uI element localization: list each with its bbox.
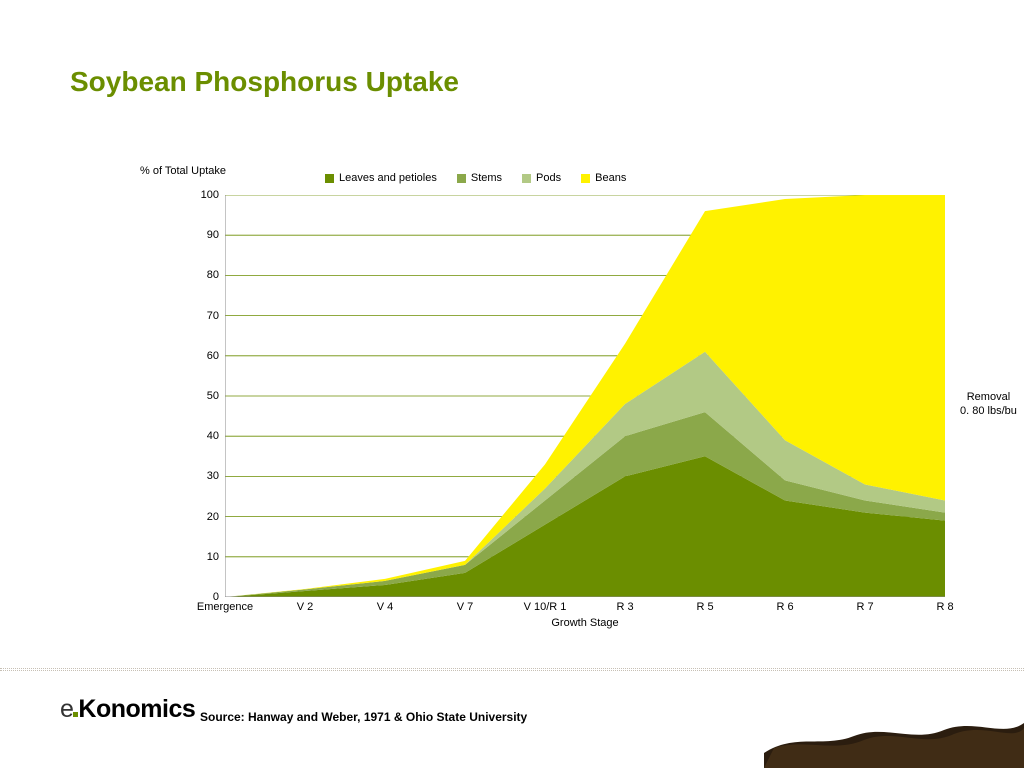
x-tick-label: V 2 <box>297 601 314 613</box>
x-axis-title: Growth Stage <box>225 617 945 629</box>
logo-e: e <box>60 695 73 723</box>
y-tick-label: 30 <box>207 470 219 482</box>
ekonomics-logo: eKonomics <box>60 695 195 724</box>
stacked-area-chart <box>225 195 945 597</box>
x-tick-label: R 8 <box>936 601 953 613</box>
soil-graphic-icon <box>764 698 1024 768</box>
legend-label: Pods <box>536 172 561 184</box>
y-tick-label: 70 <box>207 310 219 322</box>
legend-swatch-icon <box>325 174 334 183</box>
x-tick-label: R 7 <box>856 601 873 613</box>
footer-separator <box>0 668 1024 671</box>
y-tick-label: 80 <box>207 269 219 281</box>
legend-label: Stems <box>471 172 502 184</box>
page-title: Soybean Phosphorus Uptake <box>70 66 459 98</box>
x-tick-label: R 6 <box>776 601 793 613</box>
logo-bold: Konomics <box>78 695 195 723</box>
removal-annotation: Removal 0. 80 lbs/bu <box>960 390 1017 419</box>
y-tick-label: 90 <box>207 229 219 241</box>
x-tick-label: V 10/R 1 <box>524 601 567 613</box>
legend-label: Leaves and petioles <box>339 172 437 184</box>
y-tick-label: 10 <box>207 551 219 563</box>
y-tick-label: 100 <box>201 189 219 201</box>
y-tick-label: 60 <box>207 350 219 362</box>
chart-container: Leaves and petiolesStemsPodsBeans Growth… <box>225 195 945 597</box>
legend-swatch-icon <box>457 174 466 183</box>
slide-root: Soybean Phosphorus Uptake % of Total Upt… <box>0 0 1024 768</box>
legend-item: Stems <box>457 172 502 184</box>
legend-label: Beans <box>595 172 626 184</box>
y-tick-label: 40 <box>207 430 219 442</box>
x-tick-label: Emergence <box>197 601 253 613</box>
legend-item: Beans <box>581 172 626 184</box>
x-tick-label: V 7 <box>457 601 474 613</box>
legend-swatch-icon <box>581 174 590 183</box>
source-citation: Source: Hanway and Weber, 1971 & Ohio St… <box>200 710 527 724</box>
chart-legend: Leaves and petioles Stems Pods Beans <box>325 172 626 184</box>
legend-swatch-icon <box>522 174 531 183</box>
annotation-line2: 0. 80 lbs/bu <box>960 405 1017 417</box>
x-tick-label: R 3 <box>616 601 633 613</box>
x-tick-label: V 4 <box>377 601 394 613</box>
y-tick-label: 20 <box>207 511 219 523</box>
y-tick-label: 50 <box>207 390 219 402</box>
annotation-line1: Removal <box>967 391 1010 403</box>
x-tick-label: R 5 <box>696 601 713 613</box>
y-axis-title: % of Total Uptake <box>140 165 226 177</box>
legend-item: Pods <box>522 172 561 184</box>
legend-item: Leaves and petioles <box>325 172 437 184</box>
